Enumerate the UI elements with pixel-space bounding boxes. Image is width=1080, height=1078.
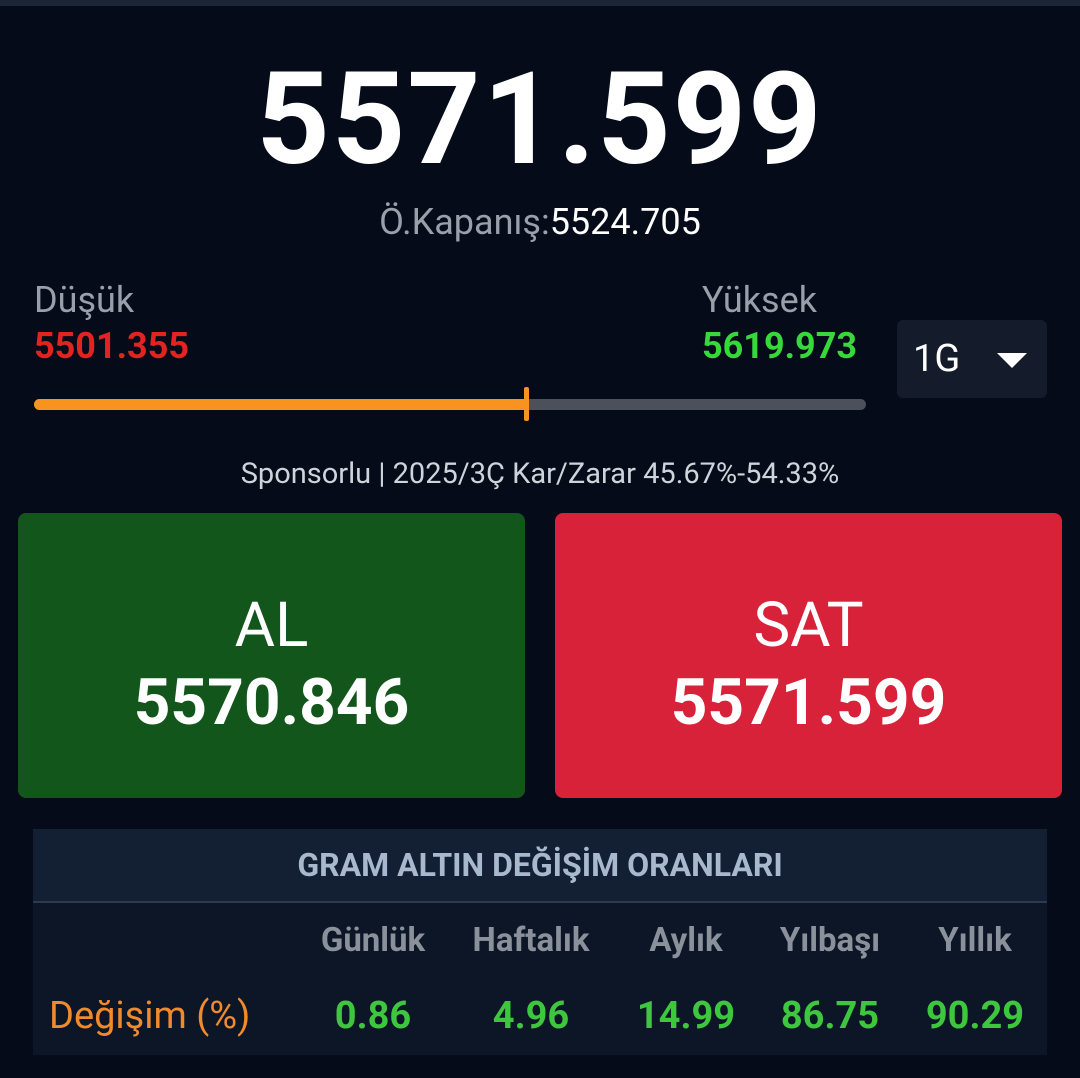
sponsor-text: Sponsorlu | 2025/3Ç Kar/Zarar 45.67%-54.… xyxy=(240,457,840,491)
close-value: 5524.705 xyxy=(549,201,701,243)
column-header: Aylık xyxy=(649,921,723,960)
range-marker xyxy=(524,387,530,421)
low-label: Düşük xyxy=(34,279,135,321)
high-value: 5619.973 xyxy=(702,325,858,367)
top-border xyxy=(0,0,1080,6)
buy-value: 5570.846 xyxy=(133,665,410,740)
column-header: Yıllık xyxy=(938,921,1012,960)
change-value: 0.86 xyxy=(334,994,412,1038)
table-title: GRAM ALTIN DEĞİŞİM ORANLARI xyxy=(33,829,1047,903)
range-track xyxy=(34,387,866,421)
column-header: Yılbaşı xyxy=(779,921,881,960)
price: 5571.599 xyxy=(256,45,824,195)
sell-label: SAT xyxy=(753,589,864,662)
sell-button[interactable]: SAT 5571.599 xyxy=(555,513,1062,798)
sell-value: 5571.599 xyxy=(670,665,947,740)
column-header: Günlük xyxy=(320,921,426,960)
change-value: 86.75 xyxy=(780,994,880,1038)
close-label: Ö.Kapanış: xyxy=(379,201,550,243)
period-dropdown[interactable]: 1G xyxy=(897,320,1047,398)
change-table: GRAM ALTIN DEĞİŞİM ORANLARI Değişim (%) … xyxy=(33,829,1047,1055)
change-value: 90.29 xyxy=(925,994,1025,1038)
range-fill xyxy=(34,399,527,410)
column-header: Haftalık xyxy=(472,921,590,960)
change-value: 14.99 xyxy=(636,994,736,1038)
previous-close: Ö.Kapanış:5524.705 xyxy=(0,200,1080,244)
row-label: Değişim (%) xyxy=(49,994,251,1038)
period-value: 1G xyxy=(913,337,961,381)
buy-label: AL xyxy=(234,589,309,662)
change-value: 4.96 xyxy=(492,994,570,1038)
high-label: Yüksek xyxy=(702,279,817,321)
dropdown-arrow xyxy=(997,353,1027,368)
low-value: 5501.355 xyxy=(34,325,190,367)
buy-button[interactable]: AL 5570.846 xyxy=(18,513,525,798)
